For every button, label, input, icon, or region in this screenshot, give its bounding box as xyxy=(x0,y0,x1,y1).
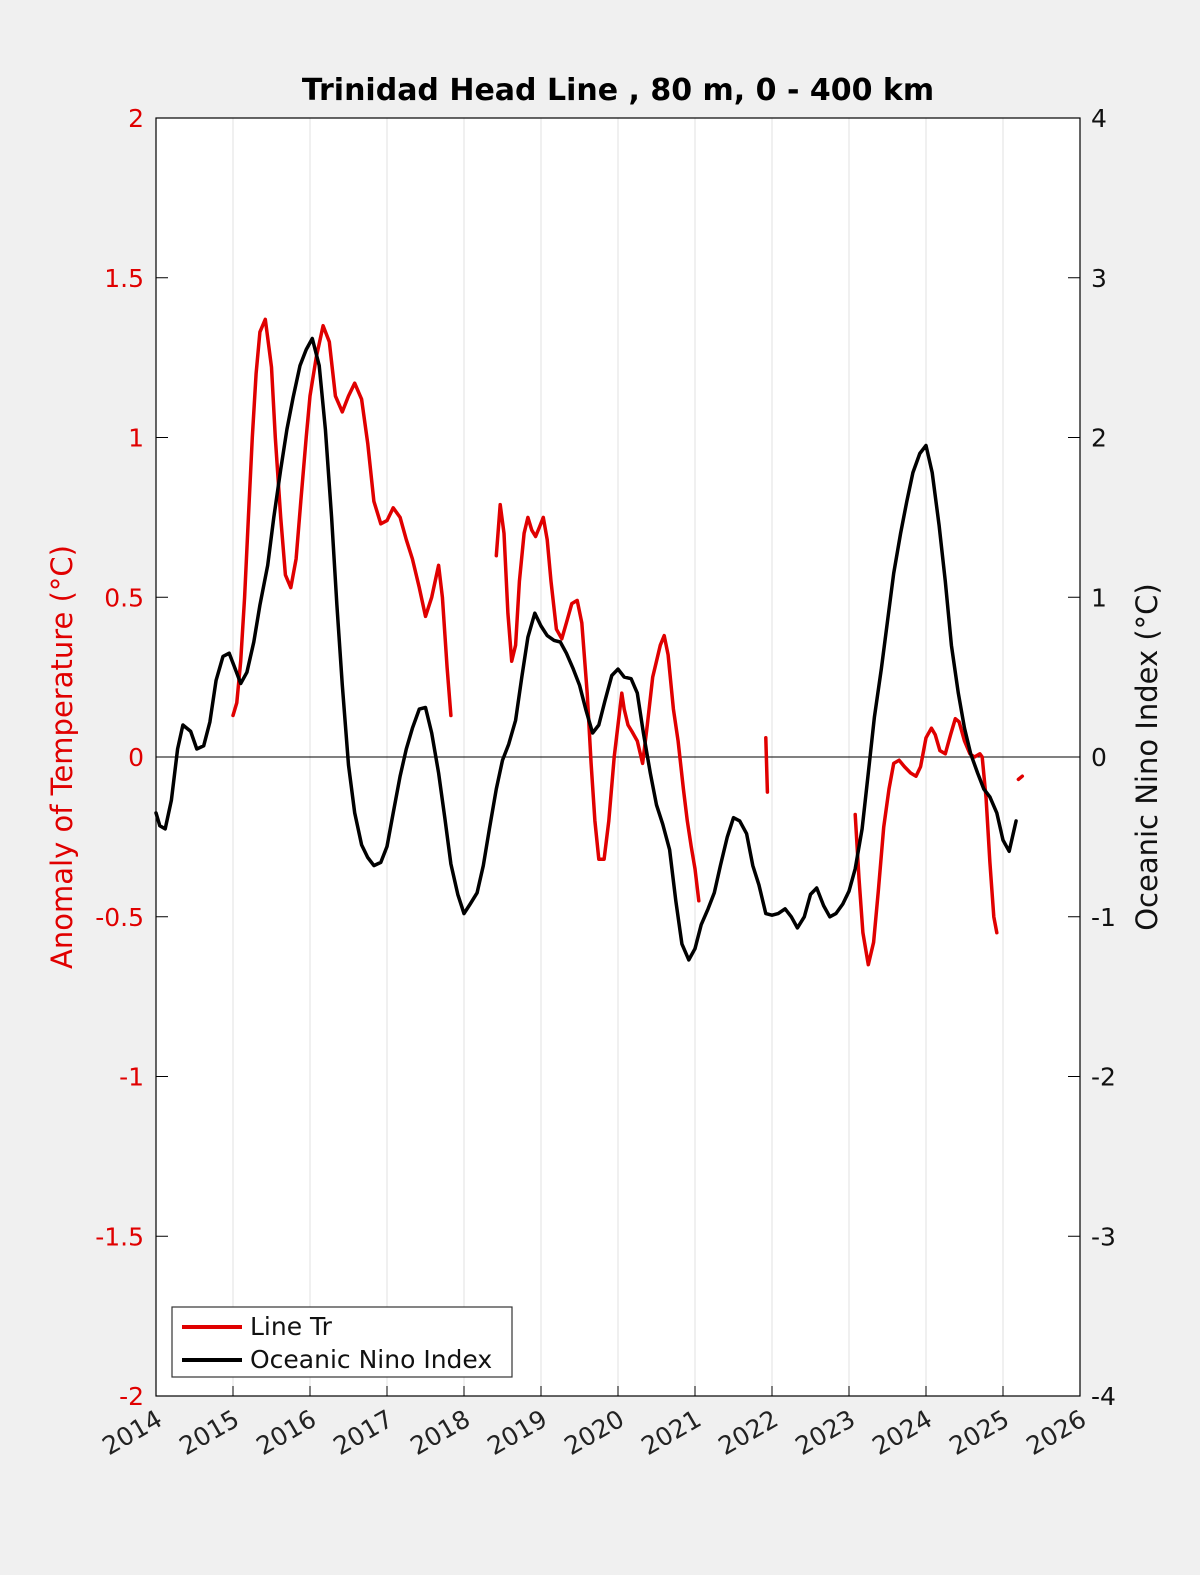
y-tick-label-left: -1 xyxy=(119,1063,144,1092)
legend-box xyxy=(171,1306,513,1378)
y-axis-label-right: Oceanic Nino Index (°C) xyxy=(1130,583,1164,931)
y-tick-label-right: 4 xyxy=(1091,104,1107,133)
series-line-tr-segment xyxy=(853,716,999,967)
series-line-tr-segment xyxy=(231,317,453,718)
y-tick-label-left: 2 xyxy=(128,104,144,133)
y-tick-label-left: 1.5 xyxy=(104,264,144,293)
y-tick-label-right: 2 xyxy=(1091,424,1107,453)
legend-label-line-tr: Line Tr xyxy=(250,1312,333,1341)
y-tick-label-right: 0 xyxy=(1091,743,1107,772)
y-tick-label-right: -2 xyxy=(1091,1063,1116,1092)
y-tick-label-right: -4 xyxy=(1091,1382,1116,1411)
y-tick-label-left: -1.5 xyxy=(95,1222,144,1251)
y-tick-label-left: 1 xyxy=(128,424,144,453)
series-group xyxy=(154,317,1025,967)
y-tick-label-left: -0.5 xyxy=(95,903,144,932)
series-line-tr-segment xyxy=(1016,774,1025,782)
y-tick-label-left: -2 xyxy=(119,1382,144,1411)
y-tick-label-left: 0 xyxy=(128,743,144,772)
y-tick-label-right: 1 xyxy=(1091,583,1107,612)
series-oni-line xyxy=(154,336,1018,962)
chart-title: Trinidad Head Line , 80 m, 0 - 400 km xyxy=(302,73,934,108)
series-line-tr-segment xyxy=(494,502,701,903)
legend: Line Tr Oceanic Nino Index xyxy=(171,1306,513,1378)
series-line-tr-segment xyxy=(764,736,770,794)
y-tick-label-left: 0.5 xyxy=(104,583,144,612)
y-tick-label-right: -1 xyxy=(1091,903,1116,932)
legend-label-oni: Oceanic Nino Index xyxy=(250,1345,492,1374)
y-tick-label-right: -3 xyxy=(1091,1222,1116,1251)
y-axis-label-left: Anomaly of Temperature (°C) xyxy=(45,545,79,969)
y-tick-label-right: 3 xyxy=(1091,264,1107,293)
